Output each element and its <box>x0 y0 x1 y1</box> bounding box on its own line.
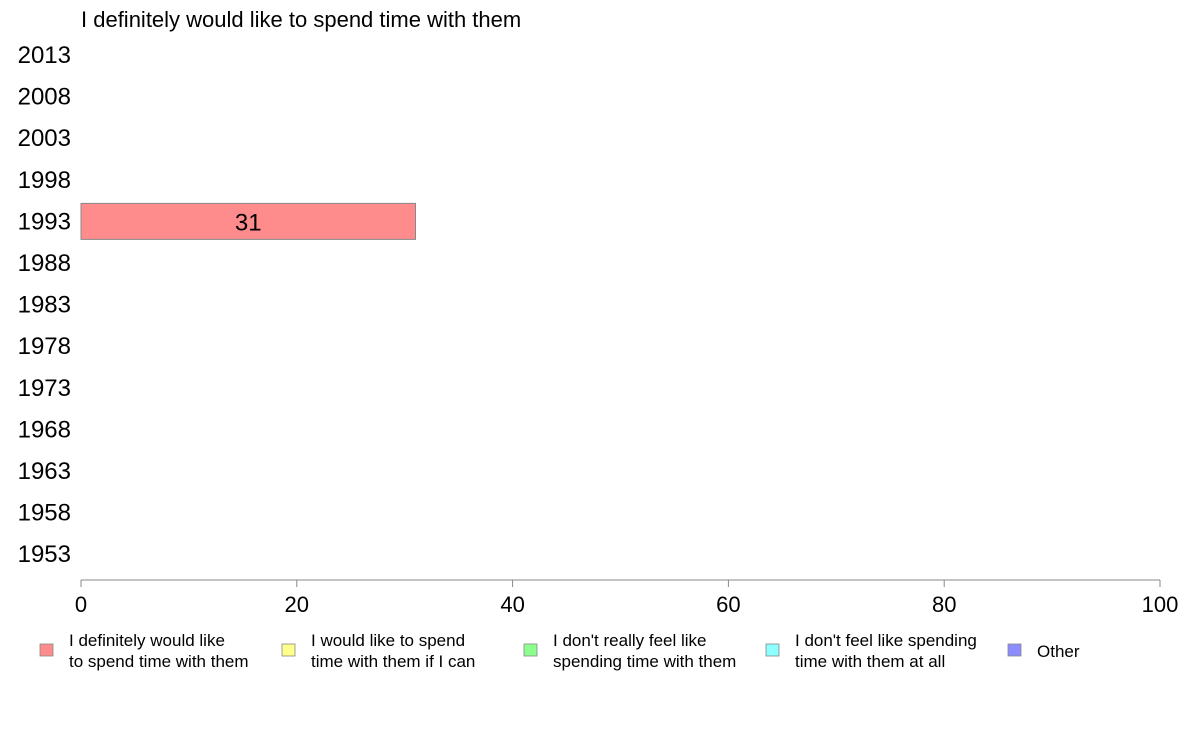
x-tick-label-100: 100 <box>1142 592 1179 617</box>
chart-title: I definitely would like to spend time wi… <box>81 7 521 32</box>
legend-swatch-2 <box>523 643 538 657</box>
x-tick-label-80: 80 <box>932 592 956 617</box>
bar-1993 <box>80 202 416 240</box>
legend-swatch-0 <box>39 643 54 657</box>
y-tick-label-1968: 1968 <box>18 416 71 443</box>
y-tick-label-2013: 2013 <box>18 42 71 69</box>
legend-label-1-line-0: I would like to spend <box>311 631 465 650</box>
legend-swatch-1 <box>281 643 296 657</box>
x-tick-label-60: 60 <box>716 592 740 617</box>
x-axis: 0 20 40 60 80 100 <box>75 579 1179 617</box>
legend: I definitely would like to spend time wit… <box>39 631 1080 671</box>
y-tick-label-1978: 1978 <box>18 333 71 360</box>
legend-label-3-line-0: I don't feel like spending <box>795 631 977 650</box>
y-tick-label-1973: 1973 <box>18 375 71 402</box>
legend-label-2-line-0: I don't really feel like <box>553 631 707 650</box>
y-tick-label-1958: 1958 <box>18 500 71 527</box>
y-axis-labels: 2013 2008 2003 1998 1993 1988 1983 1978 1973 1968… <box>18 42 71 568</box>
y-tick-label-1963: 1963 <box>18 458 71 485</box>
x-tick-label-0: 0 <box>75 592 87 617</box>
y-tick-label-2003: 2003 <box>18 125 71 152</box>
legend-label-0-line-0: I definitely would like <box>69 631 225 650</box>
legend-label-1-line-1: time with them if I can <box>311 652 475 671</box>
y-tick-label-1983: 1983 <box>18 292 71 319</box>
bar-value-label-1993: 31 <box>235 209 262 236</box>
bars: 31 <box>80 202 416 240</box>
y-tick-label-1953: 1953 <box>18 541 71 568</box>
legend-label-4-line-0: Other <box>1037 642 1080 661</box>
legend-label-2-line-1: spending time with them <box>553 652 736 671</box>
y-tick-label-1993: 1993 <box>18 208 71 235</box>
legend-swatch-3 <box>765 643 780 657</box>
y-tick-label-1998: 1998 <box>18 167 71 194</box>
legend-swatch-4 <box>1007 643 1022 657</box>
legend-label-3-line-1: time with them at all <box>795 652 945 671</box>
y-tick-label-1988: 1988 <box>18 250 71 277</box>
legend-label-0-line-1: to spend time with them <box>69 652 249 671</box>
y-tick-label-2008: 2008 <box>18 84 71 111</box>
x-tick-label-40: 40 <box>500 592 524 617</box>
x-tick-label-20: 20 <box>285 592 309 617</box>
